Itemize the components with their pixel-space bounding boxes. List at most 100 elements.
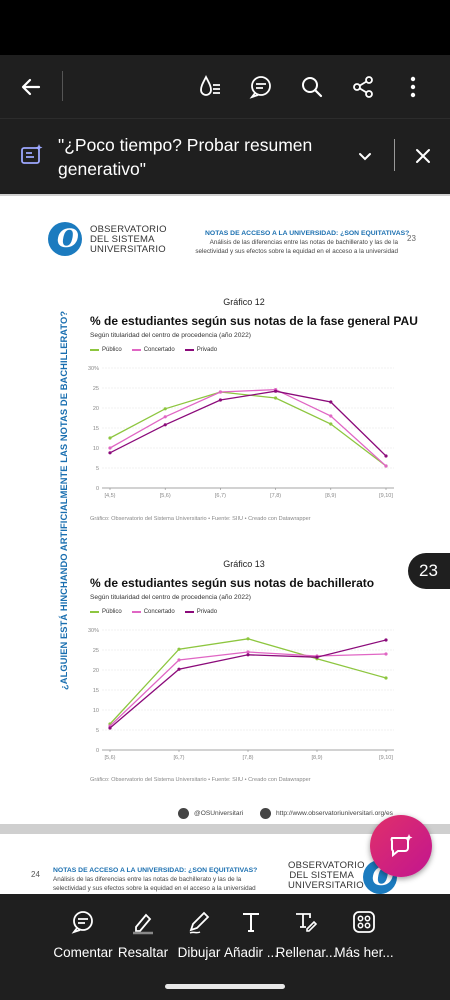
footer-twitter[interactable]: @OSUniversitari (178, 808, 243, 819)
legend-item-privado: Privado (184, 609, 217, 615)
series-line (109, 651, 387, 727)
data-point (246, 650, 250, 654)
page-number: 23 (407, 234, 416, 243)
legend-item-concertado: Concertado (131, 609, 175, 615)
header-title: NOTAS DE ACCESO A LA UNIVERSIDAD: ¿SON E… (53, 867, 258, 874)
y-tick-label: 20 (93, 668, 99, 674)
chart-credit: Gráfico: Observatorio del Sistema Univer… (90, 777, 311, 783)
series-line (109, 388, 387, 467)
y-tick-label: 25 (93, 386, 99, 392)
pdf-page: O OBSERVATORIO DEL SISTEMA UNIVERSITARIO N… (0, 196, 450, 824)
data-point (315, 655, 319, 659)
legend-item-publico: Público (90, 347, 122, 353)
data-point (384, 676, 388, 680)
line-chart: 0 5 10 15 20 25 30% [4,5) [5,6) [6,7) [7,8) [8,9) [9… (88, 366, 394, 499)
tool-mas-herramientas[interactable]: Más her... (328, 906, 400, 960)
chart-bachillerato: 0 5 10 15 20 25 30% [5,6) [6,7) [7,8) [8,9) [9,10] (82, 626, 404, 766)
data-point (108, 726, 112, 730)
data-point (177, 658, 181, 662)
x-tick-label: [9,10] (379, 755, 393, 761)
chart-legend: Público Concertado Privado (90, 609, 217, 615)
x-tick-label: [8,9) (325, 493, 336, 499)
x-tick-label: [6,7) (173, 755, 184, 761)
gesture-bar (165, 984, 285, 989)
generative-summary-banner[interactable]: "¿Poco tiempo? Probar resumen generativo… (0, 118, 450, 194)
share-icon[interactable] (348, 72, 378, 102)
data-point (177, 647, 181, 651)
x-tick-label: [6,7) (215, 493, 226, 499)
y-tick-label: 5 (96, 466, 99, 472)
logo-icon: O (48, 222, 82, 256)
data-point (163, 415, 167, 419)
x-tick-label: [8,9) (311, 755, 322, 761)
data-point (108, 451, 112, 455)
tool-rellenar[interactable]: Rellenar... (270, 906, 342, 960)
footer-website[interactable]: http://www.observatoriuniversitari.org/e… (260, 808, 393, 819)
twitter-icon (178, 808, 189, 819)
read-aloud-icon[interactable] (195, 72, 225, 102)
more-tools-icon (328, 906, 400, 938)
legend-item-publico: Público (90, 609, 122, 615)
series-line (109, 390, 387, 457)
tool-label: Resaltar (117, 945, 169, 960)
data-point (329, 422, 333, 426)
y-tick-label: 30% (88, 628, 99, 634)
highlighter-icon (107, 906, 179, 938)
tool-anadir-texto[interactable]: Añadir ... (215, 906, 287, 960)
arrow-left-icon[interactable] (16, 72, 46, 102)
data-point (329, 414, 333, 418)
header-subtitle: Análisis de las diferencias entre las no… (53, 876, 256, 892)
tool-label: Comentar (53, 945, 113, 960)
data-point (384, 638, 388, 642)
data-point (163, 423, 167, 427)
data-point (246, 637, 250, 641)
chart-number: Gráfico 13 (223, 559, 265, 569)
comment-icon[interactable] (246, 72, 276, 102)
page-indicator[interactable]: 23 (408, 553, 450, 589)
header-title: NOTAS DE ACCESO A LA UNIVERSIDAD: ¿SON E… (205, 230, 410, 237)
tool-resaltar[interactable]: Resaltar (107, 906, 179, 960)
chart-title: % de estudiantes según sus notas de bach… (90, 576, 375, 590)
tool-comentar[interactable]: Comentar (47, 906, 119, 960)
document-viewer[interactable]: O OBSERVATORIO DEL SISTEMA UNIVERSITARIO N… (0, 194, 450, 894)
chart-legend: Público Concertado Privado (90, 347, 217, 353)
y-tick-label: 0 (96, 486, 99, 492)
header-subtitle: Análisis de las diferencias entre las no… (195, 239, 398, 255)
close-icon[interactable] (414, 147, 432, 170)
page-number: 24 (31, 870, 40, 879)
chart-subtitle: Según titularidad del centro de proceden… (90, 332, 251, 339)
legend-item-privado: Privado (184, 347, 217, 353)
search-icon[interactable] (297, 72, 327, 102)
tool-label: Añadir ... (223, 945, 279, 960)
divider (394, 139, 395, 171)
chart-title: % de estudiantes según sus notas de la f… (90, 314, 418, 328)
data-point (163, 407, 167, 411)
data-point (329, 400, 333, 404)
data-point (384, 464, 388, 468)
chart-credit: Gráfico: Observatorio del Sistema Univer… (90, 516, 311, 522)
data-point (274, 396, 278, 400)
data-point (108, 446, 112, 450)
y-tick-label: 5 (96, 728, 99, 734)
tool-dibujar[interactable]: Dibujar (163, 906, 235, 960)
status-bar (0, 0, 450, 55)
ai-assistant-button[interactable] (370, 815, 432, 877)
ai-summary-icon (20, 143, 44, 172)
data-point (218, 390, 222, 394)
ai-chat-icon (390, 834, 413, 858)
x-tick-label: [9,10] (379, 493, 393, 499)
chevron-down-icon[interactable] (356, 147, 374, 170)
more-vert-icon[interactable] (398, 72, 428, 102)
x-tick-label: [7,8) (270, 493, 281, 499)
data-point (108, 436, 112, 440)
divider (62, 71, 63, 101)
x-tick-label: [5,6) (160, 493, 171, 499)
x-tick-label: [5,6) (104, 755, 115, 761)
tool-label: Dibujar (177, 945, 221, 960)
x-tick-label: [4,5) (104, 493, 115, 499)
y-tick-label: 0 (96, 748, 99, 754)
logo-text: OBSERVATORIO DEL SISTEMA UNIVERSITARIO (288, 860, 365, 891)
banner-text[interactable]: "¿Poco tiempo? Probar resumen generativo… (58, 135, 313, 179)
y-tick-label: 10 (93, 708, 99, 714)
data-point (218, 398, 222, 402)
